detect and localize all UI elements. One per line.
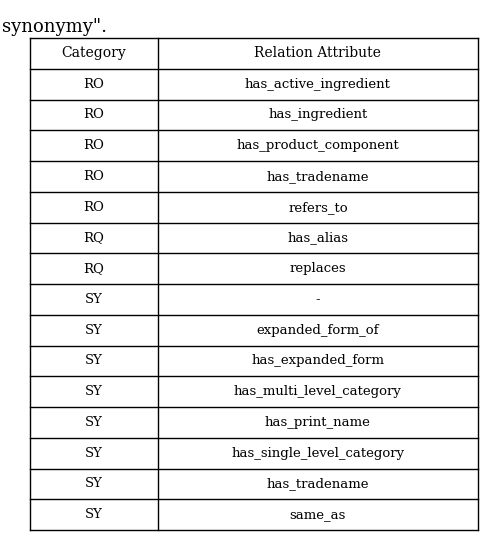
Text: RO: RO	[83, 139, 104, 152]
Text: SY: SY	[85, 477, 103, 490]
Text: expanded_form_of: expanded_form_of	[257, 324, 379, 336]
Text: has_ingredient: has_ingredient	[268, 108, 367, 121]
Text: SY: SY	[85, 355, 103, 367]
Text: SY: SY	[85, 446, 103, 460]
Text: has_single_level_category: has_single_level_category	[231, 446, 405, 460]
Text: has_multi_level_category: has_multi_level_category	[234, 385, 402, 398]
Text: has_print_name: has_print_name	[265, 416, 371, 429]
Text: synonymy".: synonymy".	[2, 18, 107, 36]
Text: has_expanded_form: has_expanded_form	[251, 355, 384, 367]
Text: RQ: RQ	[83, 231, 104, 245]
Text: has_tradename: has_tradename	[267, 170, 369, 183]
Text: SY: SY	[85, 416, 103, 429]
Text: RO: RO	[83, 77, 104, 91]
Text: has_alias: has_alias	[287, 231, 348, 245]
Text: RO: RO	[83, 108, 104, 121]
Text: has_active_ingredient: has_active_ingredient	[245, 77, 391, 91]
Text: -: -	[316, 293, 320, 306]
Text: SY: SY	[85, 385, 103, 398]
Text: Relation Attribute: Relation Attribute	[255, 46, 381, 60]
Text: has_product_component: has_product_component	[237, 139, 399, 152]
Text: SY: SY	[85, 293, 103, 306]
Text: has_tradename: has_tradename	[267, 477, 369, 490]
Text: RO: RO	[83, 170, 104, 183]
Text: Category: Category	[61, 46, 126, 60]
Text: SY: SY	[85, 508, 103, 521]
Text: RQ: RQ	[83, 262, 104, 275]
Text: RO: RO	[83, 201, 104, 214]
Text: refers_to: refers_to	[288, 201, 348, 214]
Text: replaces: replaces	[289, 262, 346, 275]
Text: SY: SY	[85, 324, 103, 336]
Text: same_as: same_as	[289, 508, 346, 521]
